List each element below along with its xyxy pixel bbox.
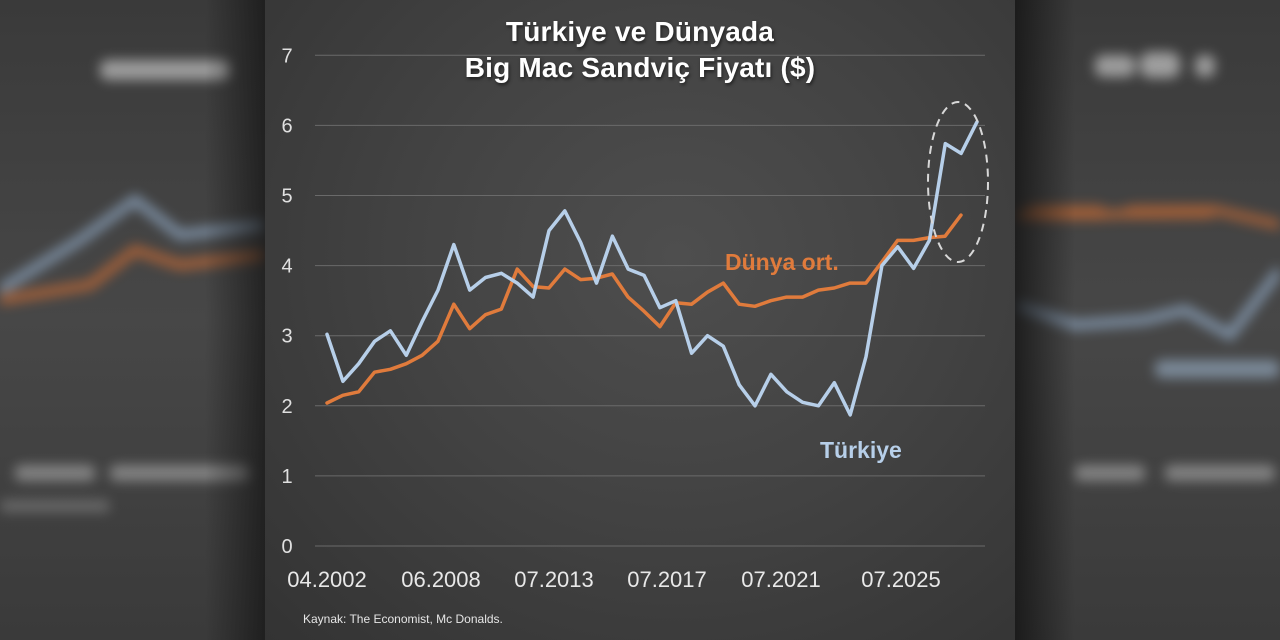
series-label-dunya-ort: Dünya ort. [725, 249, 839, 275]
chart-title: Türkiye ve Dünyada Big Mac Sandviç Fiyat… [265, 14, 1015, 86]
y-tick-label: 2 [281, 396, 292, 418]
gridlines [315, 54, 985, 547]
panel-shadow-left [205, 0, 265, 640]
y-tick-label: 4 [281, 256, 292, 278]
y-axis-ticks: 0 1 2 3 4 5 6 7 [281, 45, 292, 558]
x-tick-label: 04.2002 [287, 567, 367, 592]
x-tick-label: 07.2021 [741, 567, 821, 592]
y-tick-label: 5 [281, 186, 292, 208]
y-tick-label: 3 [281, 326, 292, 348]
highlight-dashed-ellipse [927, 101, 989, 263]
x-tick-label: 07.2013 [514, 567, 594, 592]
line-chart: 0 1 2 3 4 5 6 7 04.2002 06.2008 07.2013 07.2017 07.… [281, 45, 989, 592]
series-line-turkiye [325, 120, 979, 417]
y-tick-label: 7 [281, 45, 292, 67]
y-tick-label: 0 [281, 536, 292, 558]
y-tick-label: 1 [281, 466, 292, 488]
x-tick-label: 06.2008 [401, 567, 481, 592]
chart-title-line1: Türkiye ve Dünyada [505, 16, 775, 47]
source-note: Kaynak: The Economist, Mc Donalds. [303, 612, 503, 626]
chart-title-line2: Big Mac Sandviç Fiyatı ($) [464, 52, 816, 83]
x-axis-ticks: 04.2002 06.2008 07.2013 07.2017 07.2021 07.20… [287, 567, 941, 592]
x-tick-label: 07.2025 [861, 567, 941, 592]
panel-shadow-right [1015, 0, 1075, 640]
series-label-turkiye: Türkiye [820, 437, 902, 463]
x-tick-label: 07.2017 [627, 567, 707, 592]
series-line-dunya-ort [325, 213, 963, 405]
y-tick-label: 6 [281, 115, 292, 137]
chart-panel: Türkiye ve Dünyada Big Mac Sandviç Fiyat… [265, 0, 1015, 640]
